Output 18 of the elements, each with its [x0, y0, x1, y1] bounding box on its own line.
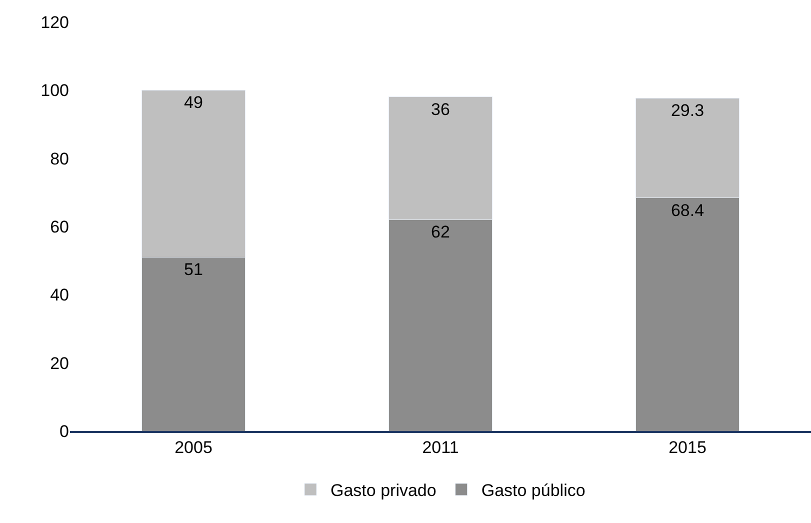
- data-label: 49: [184, 93, 203, 112]
- x-tick-label: 2015: [668, 438, 706, 458]
- y-tick-label: 20: [50, 354, 69, 373]
- y-tick-label: 40: [50, 286, 69, 305]
- data-label: 62: [431, 222, 450, 242]
- legend-label: Gasto público: [481, 481, 586, 500]
- y-tick-label: 80: [50, 149, 69, 168]
- y-tick-label: 100: [40, 81, 69, 100]
- data-label: 36: [431, 100, 450, 119]
- legend-label: Gasto privado: [330, 481, 436, 500]
- data-label: 29.3: [670, 101, 704, 120]
- y-tick-label: 0: [60, 422, 69, 441]
- x-tick-label: 2005: [174, 438, 212, 458]
- y-tick-label: 120: [40, 12, 69, 32]
- data-label: 51: [184, 260, 203, 280]
- y-tick-label: 60: [50, 217, 69, 236]
- data-label: 68.4: [670, 200, 704, 220]
- x-tick-label: 2011: [422, 438, 459, 458]
